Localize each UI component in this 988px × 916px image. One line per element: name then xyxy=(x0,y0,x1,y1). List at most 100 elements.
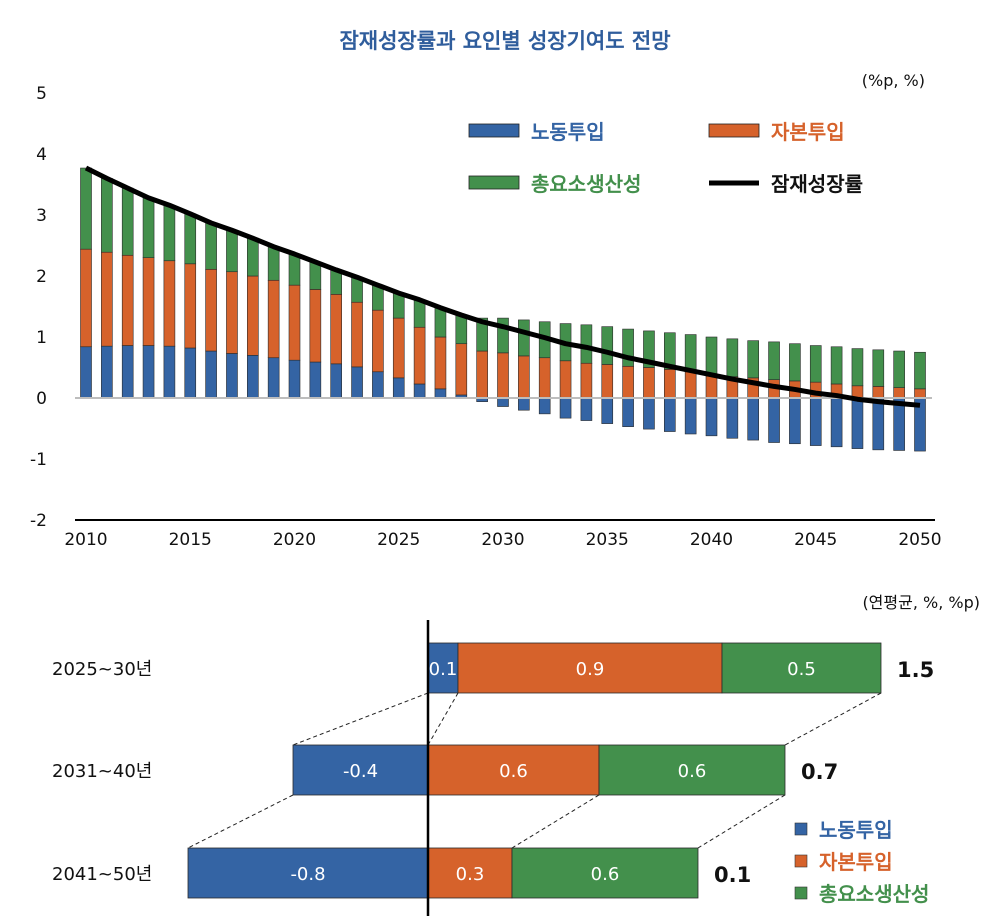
bar-segment-capital-2023 xyxy=(351,301,363,368)
bar-segment-capital-2012 xyxy=(121,254,134,346)
legend-item-tfp: 총요소생산성 xyxy=(468,172,641,196)
bar-segment-tfp-2047 xyxy=(851,348,864,387)
bottom-legend-item-labor: 노동투입 xyxy=(794,818,893,842)
bar-segment-labor-2046 xyxy=(830,397,843,448)
bar-segment-capital-2011 xyxy=(101,251,113,347)
bar-segment-labor-2020 xyxy=(288,359,301,399)
bar-segment-tfp-2037 xyxy=(643,330,655,368)
bar-segment-tfp-2020 xyxy=(288,253,301,286)
dashed-connector xyxy=(427,692,459,746)
bar-segment-tfp-2044 xyxy=(789,343,801,382)
bar-segment-labor-2011 xyxy=(101,345,113,399)
bar-segment-capital-2030 xyxy=(497,352,509,399)
hbar-segment-tfp xyxy=(511,847,699,899)
bar-segment-capital-2026 xyxy=(413,326,426,385)
bar-segment-tfp-2038 xyxy=(663,332,676,370)
legend-swatch-tfp xyxy=(468,175,520,190)
bar-segment-labor-2010 xyxy=(80,346,92,399)
y-tick-label: -1 xyxy=(30,450,47,470)
bar-segment-labor-2012 xyxy=(121,345,134,399)
bar-segment-capital-2020 xyxy=(288,284,301,361)
bar-segment-tfp-2031 xyxy=(518,319,530,357)
dashed-connector xyxy=(292,692,429,746)
x-tick-label: 2030 xyxy=(481,530,524,550)
x-tick-label: 2040 xyxy=(690,530,733,550)
bar-segment-tfp-2041 xyxy=(726,338,739,377)
bar-value-label: 0.6 xyxy=(499,761,528,782)
bar-segment-capital-2010 xyxy=(80,248,92,348)
bar-segment-tfp-2017 xyxy=(226,229,238,273)
bar-segment-labor-2022 xyxy=(330,363,343,399)
bottom-legend-swatch-capital xyxy=(794,854,808,868)
bottom-legend-swatch-labor xyxy=(794,822,808,836)
bar-segment-capital-2021 xyxy=(309,289,322,363)
legend-item-capital: 자본투입 xyxy=(708,120,845,144)
bar-value-label: 0.6 xyxy=(678,761,707,782)
x-tick-label: 2035 xyxy=(586,530,629,550)
hbar-segment-capital xyxy=(457,642,723,694)
top-legend: 노동투입 자본투입 총요소생산성 잠재성장률 xyxy=(468,120,863,196)
x-tick-label: 2015 xyxy=(169,530,212,550)
bar-value-label: 0.6 xyxy=(591,864,620,885)
category-label: 2041~50년 xyxy=(52,864,152,885)
hbar-segment-tfp xyxy=(598,744,786,796)
bar-segment-tfp-2018 xyxy=(247,237,259,277)
bar-segment-labor-2034 xyxy=(580,397,593,421)
bar-segment-capital-2018 xyxy=(247,275,259,356)
hbar-segment-labor xyxy=(427,642,459,694)
legend-item-labor: 노동투입 xyxy=(468,120,605,144)
legend-item-potential: 잠재성장률 xyxy=(709,172,863,196)
bar-segment-labor-2044 xyxy=(789,397,801,445)
bar-segment-tfp-2050 xyxy=(914,351,926,390)
bar-segment-capital-2014 xyxy=(163,260,176,347)
bar-segment-capital-2013 xyxy=(142,257,155,346)
bar-segment-capital-2037 xyxy=(643,367,655,399)
x-tick-label: 2045 xyxy=(794,530,837,550)
bar-segment-tfp-2010 xyxy=(80,167,92,250)
bar-segment-labor-2015 xyxy=(184,347,197,399)
y-tick-label: 0 xyxy=(36,389,47,409)
top-unit-note: (%p, %) xyxy=(862,71,925,90)
bar-segment-labor-2043 xyxy=(768,397,780,443)
bar-segment-capital-2022 xyxy=(330,293,343,365)
bar-segment-labor-2047 xyxy=(851,397,864,449)
bar-segment-tfp-2035 xyxy=(601,326,614,365)
y-tick-label: 3 xyxy=(36,206,47,226)
stacked-bars xyxy=(80,167,926,452)
bar-value-label: 0.1 xyxy=(429,659,458,680)
bar-segment-capital-2031 xyxy=(518,355,530,399)
x-tick-label: 2010 xyxy=(64,530,107,550)
bar-value-label: -0.8 xyxy=(290,864,325,885)
hbar-segment-labor xyxy=(187,847,429,899)
category-label: 2025~30년 xyxy=(52,659,152,680)
bar-segment-capital-2029 xyxy=(476,350,488,399)
bar-segment-tfp-2040 xyxy=(705,336,718,377)
bottom-unit-note: (연평균, %, %p) xyxy=(862,593,980,612)
bar-segment-tfp-2013 xyxy=(142,197,155,258)
bar-segment-tfp-2042 xyxy=(747,340,760,379)
bar-segment-labor-2031 xyxy=(518,397,530,411)
bar-segment-labor-2048 xyxy=(872,397,885,451)
bar-segment-labor-2041 xyxy=(726,397,739,439)
bar-segment-tfp-2011 xyxy=(101,178,113,253)
bar-segment-capital-2038 xyxy=(663,369,676,399)
legend-swatch-labor xyxy=(468,123,520,138)
legend-label-capital: 자본투입 xyxy=(771,120,845,144)
bar-value-label: -0.4 xyxy=(343,761,378,782)
bar-segment-labor-2026 xyxy=(413,383,426,399)
legend-label-tfp: 총요소생산성 xyxy=(531,172,641,196)
bar-segment-capital-2035 xyxy=(601,364,614,399)
y-tick-label: 2 xyxy=(36,267,47,287)
x-tick-label: 2020 xyxy=(273,530,316,550)
dashed-connector xyxy=(697,794,786,849)
bar-segment-capital-2028 xyxy=(455,343,468,396)
bar-segment-tfp-2046 xyxy=(830,346,843,385)
bar-segment-capital-2015 xyxy=(184,263,197,349)
bar-segment-capital-2019 xyxy=(267,279,280,359)
bar-segment-capital-2048 xyxy=(872,386,885,399)
bar-value-label: 0.3 xyxy=(456,864,485,885)
bar-segment-tfp-2016 xyxy=(205,222,217,270)
bar-segment-capital-2040 xyxy=(705,375,718,399)
bar-segment-capital-2017 xyxy=(226,271,238,354)
